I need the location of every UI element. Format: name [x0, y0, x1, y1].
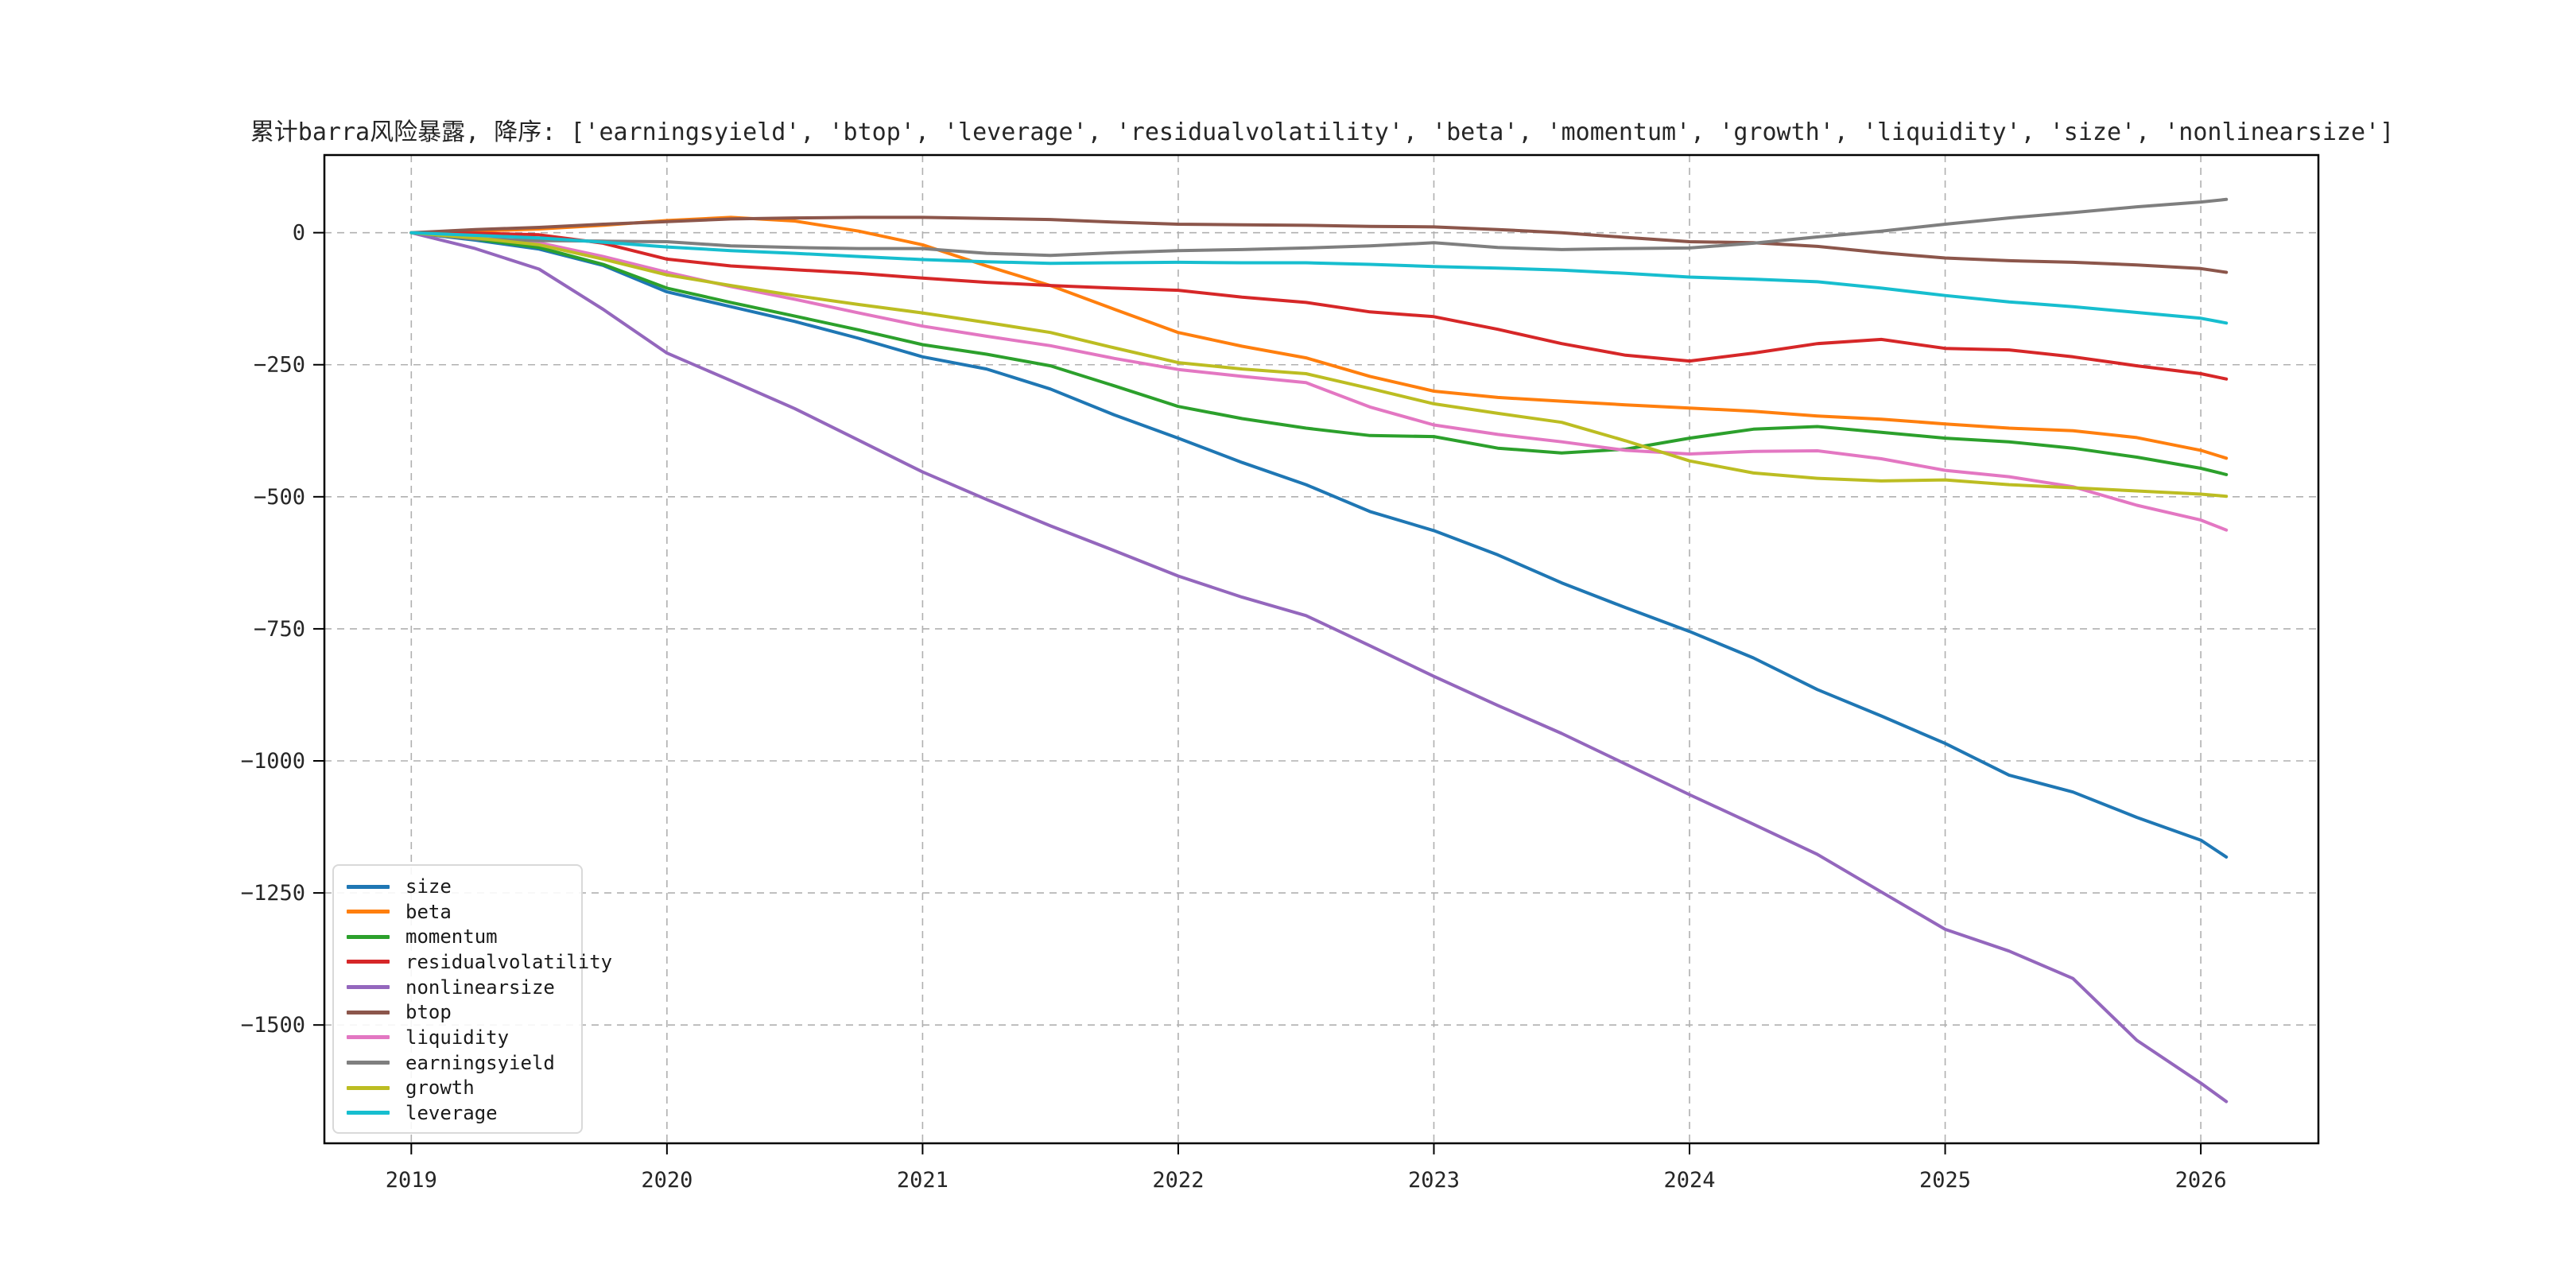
y-tick-label: −750: [254, 617, 305, 642]
plot-border: [323, 153, 2320, 1145]
legend-swatch: [347, 985, 390, 990]
series-line-earningsyield: [409, 197, 2229, 258]
axes-spines: [323, 153, 2320, 1145]
legend-entry-label: liquidity: [405, 1026, 510, 1049]
series-line-leverage: [409, 231, 2229, 325]
legend-entry-label: earningsyield: [405, 1051, 555, 1074]
y-tick-label: −1250: [241, 881, 305, 906]
legend-entry: liquidity: [347, 1026, 573, 1049]
x-tick-label: 2022: [1152, 1168, 1204, 1193]
series-line-btop: [409, 215, 2229, 274]
series-line-beta: [409, 215, 2229, 460]
x-tick-label: 2024: [1663, 1168, 1715, 1193]
legend-swatch: [347, 1010, 390, 1014]
chart-title: 累计barra风险暴露, 降序: ['earningsyield', 'btop…: [250, 118, 2394, 146]
y-tick-label: −1000: [241, 749, 305, 774]
series-line-growth: [409, 231, 2229, 499]
x-tick-label: 2025: [1919, 1168, 1971, 1193]
series-line-nonlinearsize: [409, 231, 2229, 1104]
x-tick-label: 2023: [1408, 1168, 1460, 1193]
x-tick-label: 2026: [2175, 1168, 2227, 1193]
legend-entry-label: momentum: [405, 925, 498, 949]
x-tick-label: 2020: [641, 1168, 692, 1193]
legend-swatch: [347, 884, 390, 889]
tick-marks: [313, 231, 2202, 1154]
legend-swatch: [347, 1035, 390, 1040]
legend-entry: residualvolatility: [347, 950, 612, 974]
gridlines: [324, 155, 2318, 1143]
series-line-momentum: [409, 231, 2229, 476]
legend-entry-label: btop: [405, 1001, 452, 1024]
legend-entry: momentum: [347, 925, 573, 949]
y-tick-label: −250: [254, 353, 305, 378]
y-tick-label: −500: [254, 485, 305, 510]
y-tick-label: 0: [293, 221, 305, 246]
tick-labels: 0 −250 −500 −750 −1000 −1250 −1500 2019 2020 2021…: [241, 221, 2227, 1193]
legend-swatch: [347, 1061, 390, 1065]
legend-swatch: [347, 910, 390, 914]
data-series-lines: [409, 197, 2229, 1104]
legend-entry-label: beta: [405, 900, 452, 923]
legend-swatch: [347, 934, 390, 939]
legend: size beta momentum residualvolatility no…: [332, 864, 612, 1134]
series-line-size: [409, 231, 2229, 859]
legend-swatch: [347, 1111, 390, 1115]
legend-entry: beta: [347, 900, 573, 924]
legend-entry: btop: [347, 1000, 573, 1024]
legend-entry: leverage: [347, 1101, 573, 1125]
legend-entry: growth: [347, 1076, 573, 1100]
legend-swatch: [347, 960, 390, 964]
legend-entry-label: nonlinearsize: [405, 976, 555, 999]
legend-entry-label: growth: [405, 1077, 475, 1100]
legend-entry-label: residualvolatility: [405, 950, 613, 973]
x-tick-label: 2021: [897, 1168, 949, 1193]
legend-entry: nonlinearsize: [347, 976, 573, 999]
legend-entry-label: size: [405, 875, 452, 898]
legend-entry: earningsyield: [347, 1051, 573, 1075]
legend-swatch: [347, 1085, 390, 1090]
series-line-residualvolatility: [409, 231, 2229, 381]
y-tick-label: −1500: [241, 1013, 305, 1038]
legend-entry-label: leverage: [405, 1101, 498, 1124]
legend-entry: size: [347, 875, 573, 898]
x-tick-label: 2019: [386, 1168, 437, 1193]
